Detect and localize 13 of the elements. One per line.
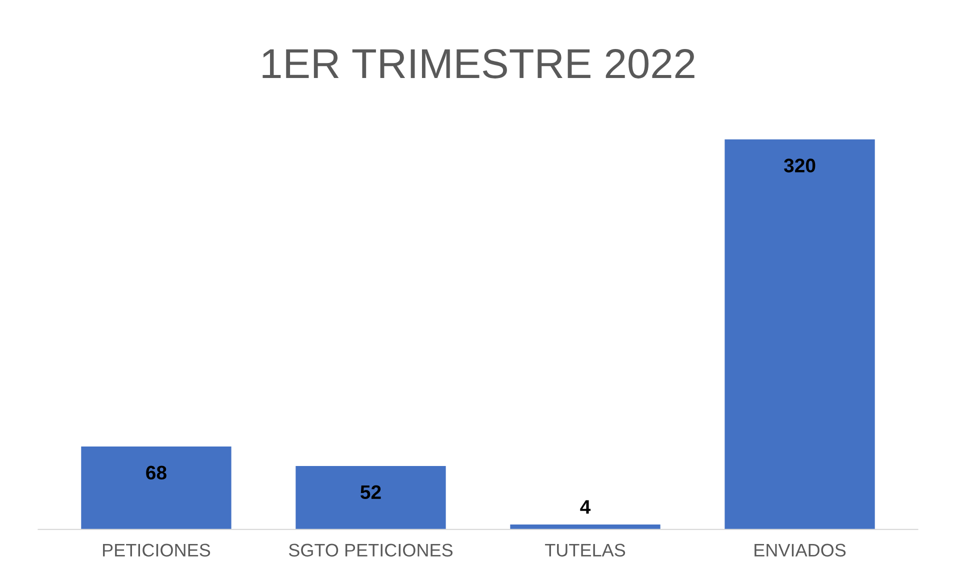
x-tick-label: TUTELAS	[545, 544, 626, 557]
bar	[81, 446, 232, 530]
bar	[510, 524, 660, 530]
data-label: 4	[580, 500, 591, 514]
data-label: 52	[360, 485, 381, 500]
bar	[724, 139, 875, 530]
data-label: 68	[146, 466, 166, 480]
x-tick-label: SGTO PETICIONES	[288, 544, 453, 557]
data-label: 320	[784, 158, 816, 172]
x-tick-label: ENVIADOS	[754, 544, 846, 557]
chart-title: 1ER TRIMESTRE 2022	[262, 48, 694, 78]
bar	[296, 466, 446, 530]
x-tick-label: PETICIONES	[103, 544, 210, 557]
